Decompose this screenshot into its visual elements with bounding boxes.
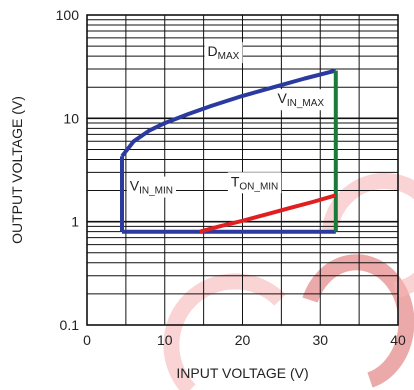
y-tick-label: 1 xyxy=(71,214,79,230)
annotation-background xyxy=(227,172,282,194)
y-tick-label: 10 xyxy=(63,110,79,126)
x-tick-label: 30 xyxy=(312,332,328,348)
annotation-label: VIN_MIN xyxy=(130,178,173,197)
x-tick-label: 0 xyxy=(83,332,91,348)
annotation-label: VIN_MAX xyxy=(277,90,324,109)
watermark xyxy=(163,173,414,390)
annotation-subscript: MAX xyxy=(218,51,240,62)
y-axis-title: OUTPUT VOLTAGE (V) xyxy=(9,96,25,244)
tick-layer: 0 10 20 30 40 0.1 1 10 100 xyxy=(56,7,406,348)
x-tick-label: 20 xyxy=(235,332,251,348)
plot-frame xyxy=(86,14,399,326)
annotation-label: DMAX xyxy=(208,43,240,62)
annotation-main: D xyxy=(208,43,218,59)
annotation-2: VIN_MAX xyxy=(274,89,328,111)
annotation-label: TON_MIN xyxy=(231,173,278,192)
x-axis-title: INPUT VOLTAGE (V) xyxy=(176,365,308,381)
watermark-arc-2 xyxy=(302,254,414,388)
annotation-subscript: ON_MIN xyxy=(239,181,278,192)
series-line-3 xyxy=(120,68,337,158)
annotation-main: T xyxy=(231,173,240,189)
series-layer xyxy=(120,68,338,234)
x-tick-label: 10 xyxy=(157,332,173,348)
annotation-1: DMAX xyxy=(204,42,243,64)
annotation-main: V xyxy=(130,178,140,194)
annotation-subscript: IN_MIN xyxy=(139,186,173,197)
annotation-4: TON_MIN xyxy=(227,172,282,194)
watermark-arc-3 xyxy=(322,173,414,298)
annotation-3: VIN_MIN xyxy=(126,176,177,198)
y-tick-label: 100 xyxy=(56,7,80,23)
annotation-background xyxy=(274,89,328,111)
annotation-subscript: IN_MAX xyxy=(287,98,325,109)
series-line-5 xyxy=(199,193,337,234)
annotation-background xyxy=(126,176,177,198)
x-tick-label: 40 xyxy=(390,332,406,348)
annotation-background xyxy=(204,42,243,64)
watermark-arc-1 xyxy=(163,273,286,390)
annotation-main: V xyxy=(277,90,287,106)
y-tick-label: 0.1 xyxy=(60,317,80,333)
